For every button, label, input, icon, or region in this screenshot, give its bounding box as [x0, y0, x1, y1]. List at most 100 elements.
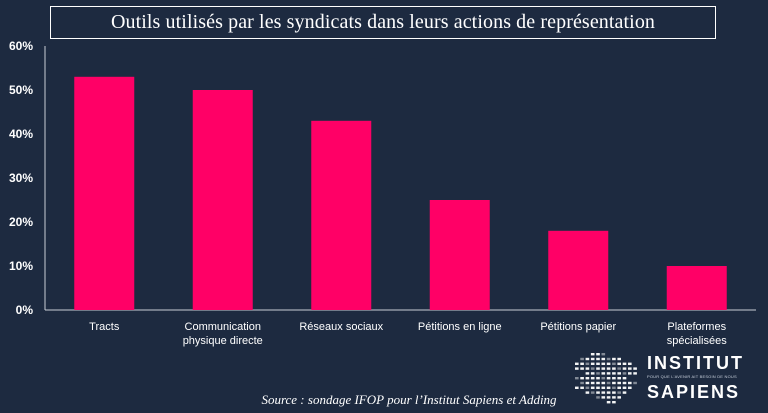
x-tick-label: physique directe	[183, 335, 263, 347]
logo-dot	[590, 372, 595, 375]
x-tick-label: Pétitions papier	[540, 321, 616, 333]
logo-dot	[612, 357, 616, 361]
logo-dot	[596, 372, 600, 375]
logo-dot	[601, 367, 606, 370]
logo-dot	[612, 362, 616, 365]
logo-dot	[628, 386, 632, 389]
logo-dot	[633, 381, 637, 385]
x-tick-label: Réseaux sociaux	[299, 321, 383, 333]
logo-dot	[622, 381, 627, 385]
logo-dot	[617, 381, 621, 385]
logo-dot	[617, 391, 621, 394]
logo-dot	[585, 386, 590, 389]
bar	[548, 230, 609, 310]
logo-dot	[596, 377, 600, 380]
logo-dot	[601, 362, 606, 365]
chart-title-box: Outils utilisés par les syndicats dans l…	[50, 6, 716, 39]
logo-dot	[617, 372, 621, 375]
logo-dot	[590, 357, 595, 361]
logo-word-sapiens: SAPIENS	[647, 382, 741, 402]
logo-dot	[617, 362, 621, 365]
logo-dot	[612, 377, 616, 380]
logo-mark-icon	[575, 353, 637, 404]
logo-dot	[628, 362, 632, 365]
logo-dot	[575, 362, 579, 365]
logo-dot	[612, 381, 616, 385]
logo-dot	[580, 377, 584, 380]
logo-dot	[606, 367, 611, 370]
logo-dot	[590, 377, 595, 380]
y-tick-label: 20%	[9, 215, 33, 229]
logo-dot	[617, 386, 621, 389]
logo-tagline: POUR QUE L'AVENIR AIT BESOIN DE NOUS	[647, 374, 737, 379]
logo-dot	[585, 357, 590, 361]
logo-dot	[596, 353, 600, 356]
logo-dot	[596, 391, 600, 394]
logo-dot	[622, 386, 627, 389]
logo-dot	[585, 362, 590, 365]
logo-dot	[622, 391, 627, 394]
x-tick-label: Tracts	[89, 321, 120, 333]
logo-dot	[590, 362, 595, 365]
bar	[74, 76, 135, 310]
y-tick-label: 10%	[9, 259, 33, 273]
logo-dot	[617, 396, 621, 399]
logo-dot	[590, 386, 595, 389]
logo-dot	[628, 381, 632, 385]
x-tick-label: Communication	[185, 321, 261, 333]
logo-dot	[622, 372, 627, 375]
logo-dot	[580, 381, 584, 385]
logo-dot	[590, 367, 595, 370]
logo-dot	[596, 381, 600, 385]
logo-dot	[622, 367, 627, 370]
logo-dot	[606, 386, 611, 389]
logo-dot	[606, 372, 611, 375]
y-tick-label: 30%	[9, 171, 33, 185]
logo-dot	[612, 367, 616, 370]
logo-dot	[580, 357, 584, 361]
x-tick-label: spécialisées	[667, 335, 727, 347]
logo-dot	[622, 377, 627, 380]
logo-dot	[580, 362, 584, 365]
logo-dot	[617, 377, 621, 380]
logo-dot	[596, 367, 600, 370]
logo-dot	[575, 377, 579, 380]
logo-dot	[617, 357, 621, 361]
source-note: Source : sondage IFOP pour l’Institut Sa…	[261, 392, 557, 407]
bar	[429, 200, 490, 310]
logo-dot	[601, 377, 606, 380]
logo-dot	[585, 391, 590, 394]
logo-dot	[612, 391, 616, 394]
bar	[311, 120, 372, 310]
logo-dot	[606, 377, 611, 380]
logo-word-institut: INSTITUT	[647, 353, 744, 373]
x-tick-label: Plateformes	[667, 321, 726, 333]
logo-dot	[612, 372, 616, 375]
x-tick-label: Pétitions en ligne	[418, 321, 502, 333]
logo-dot	[601, 372, 606, 375]
bar	[192, 90, 253, 310]
logo-dot	[606, 357, 611, 361]
y-tick-label: 0%	[16, 303, 34, 317]
logo-dot	[617, 367, 621, 370]
logo-dot	[590, 353, 595, 356]
logo-dot	[575, 367, 579, 370]
logo-dot	[596, 362, 600, 365]
logo-dot	[596, 386, 600, 389]
logo-dot	[601, 353, 606, 356]
logo-dot	[580, 367, 584, 370]
logo-dot	[601, 381, 606, 385]
logo-dot	[585, 367, 590, 370]
logo-dot	[633, 367, 637, 370]
logo-dot	[612, 386, 616, 389]
logo-dot	[580, 386, 584, 389]
logo-dot	[606, 381, 611, 385]
y-tick-label: 60%	[9, 39, 33, 53]
logo-dot	[590, 391, 595, 394]
logo-dot	[585, 372, 590, 375]
bar	[666, 266, 727, 310]
logo-dot	[606, 401, 611, 404]
chart-title: Outils utilisés par les syndicats dans l…	[110, 11, 656, 33]
logo-dot	[601, 391, 606, 394]
logo-dot	[606, 362, 611, 365]
